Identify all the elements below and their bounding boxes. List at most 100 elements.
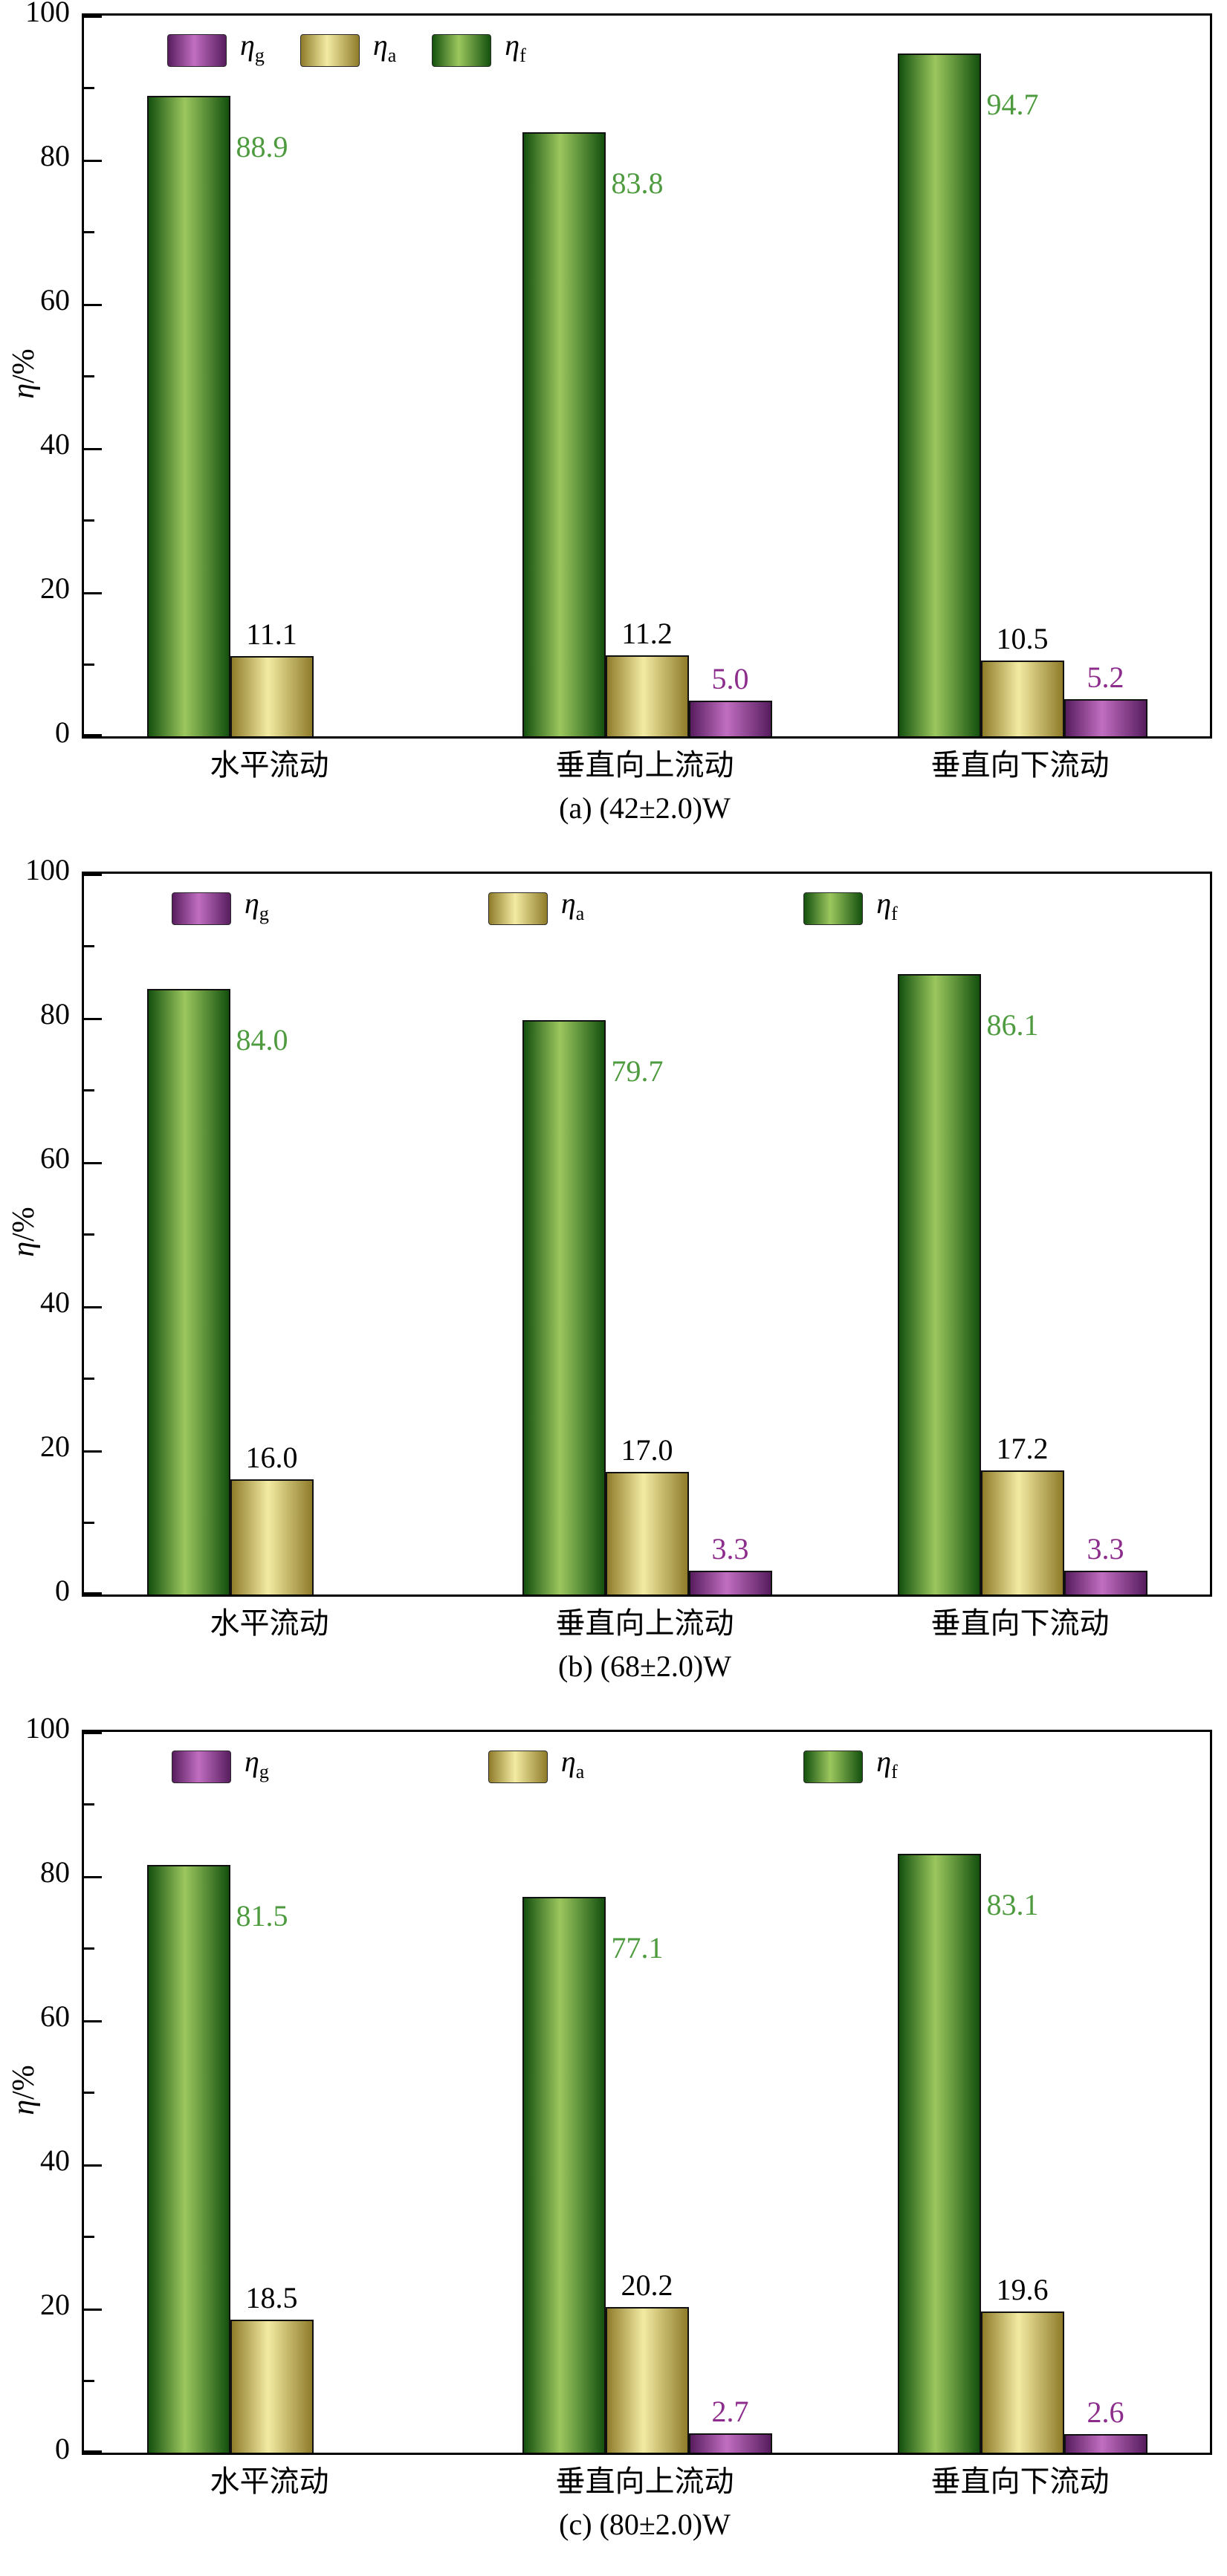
chart-subtitle: (a) (42±2.0)W (559, 791, 731, 825)
bar-eta_g (688, 700, 772, 736)
legend: ηg ηa ηf (172, 887, 898, 930)
value-label-eta_g: 2.7 (711, 2394, 749, 2428)
y-major-tick (84, 448, 102, 450)
y-major-tick (84, 874, 102, 876)
bar-eta_a (230, 1479, 314, 1594)
value-label-eta_f: 88.9 (236, 129, 288, 163)
legend-swatch-eta_f (803, 1751, 864, 1783)
y-tick-label: 20 (40, 2288, 70, 2321)
y-major-tick (84, 2020, 102, 2022)
value-label-eta_g: 2.6 (1087, 2395, 1124, 2429)
y-major-tick (84, 734, 102, 736)
value-label-eta_f: 77.1 (611, 1931, 664, 1965)
value-label-eta_f: 86.1 (986, 1008, 1039, 1042)
y-tick-label: 40 (40, 427, 70, 461)
y-tick-label: 80 (40, 139, 70, 172)
plot-area: ηg ηa ηf 81.5 18.5 77.1 20.2 2.7 83.1 19.6 2.6 (82, 1730, 1212, 2455)
bar-chart-b: ηg ηa ηf 84.0 16.0 79.7 17.0 3.3 86.1 17.2 3.3 0 20 4… (0, 853, 1227, 1716)
bar-eta_g (1063, 2433, 1147, 2453)
bar-eta_f (146, 989, 230, 1594)
legend-swatch-eta_g (172, 892, 231, 925)
y-major-tick (84, 304, 102, 306)
y-major-tick (84, 2309, 102, 2311)
value-label-eta_f: 94.7 (986, 88, 1039, 122)
value-label-eta_a: 17.2 (996, 1432, 1049, 1466)
bar-eta_g (688, 1571, 772, 1594)
y-minor-tick (84, 1803, 94, 1806)
y-minor-tick (84, 1233, 94, 1236)
bar-eta_a (605, 655, 689, 736)
y-major-tick (84, 1592, 102, 1594)
legend-label-eta_a: ηa (560, 1745, 585, 1783)
bar-eta_g (1063, 1571, 1147, 1594)
y-major-tick (84, 592, 102, 594)
legend-swatch-eta_a (300, 34, 360, 67)
y-tick-label: 20 (40, 1430, 70, 1463)
category-label: 水平流动 (210, 748, 329, 782)
legend-label-eta_f: ηf (876, 1745, 898, 1783)
y-tick-label: 60 (40, 1999, 70, 2033)
y-major-tick (84, 1450, 102, 1453)
bar-chart-c: ηg ηa ηf 81.5 18.5 77.1 20.2 2.7 83.1 19.6 2.6 0 20 4… (0, 1711, 1227, 2575)
legend-label-eta_a: ηa (560, 886, 585, 925)
bar-eta_g (1063, 698, 1147, 736)
y-tick-label: 0 (55, 1574, 70, 1607)
legend-label-eta_a: ηa (372, 28, 397, 67)
y-minor-tick (84, 374, 94, 377)
value-label-eta_a: 18.5 (245, 2280, 298, 2314)
bar-eta_a (605, 2307, 689, 2453)
value-label-eta_g: 5.2 (1087, 660, 1124, 694)
legend-item-eta_g: ηg (167, 29, 265, 72)
legend-label-eta_g: ηg (245, 1745, 269, 1783)
value-label-eta_a: 16.0 (245, 1440, 298, 1474)
y-tick-label: 100 (25, 1711, 70, 1745)
value-label-eta_f: 83.1 (986, 1887, 1039, 1921)
bar-eta_f (146, 1865, 230, 2453)
y-major-tick (84, 1162, 102, 1164)
value-label-eta_a: 19.6 (996, 2272, 1049, 2306)
value-label-eta_a: 11.1 (246, 617, 297, 652)
plot-area: ηg ηa ηf 88.9 11.1 83.8 11.2 5.0 94.7 10.5 5.2 (82, 13, 1212, 739)
bar-eta_f (522, 1019, 606, 1594)
chart-subtitle: (b) (68±2.0)W (558, 1649, 731, 1683)
value-label-eta_f: 79.7 (611, 1054, 664, 1088)
y-minor-tick (84, 1947, 94, 1950)
bar-eta_f (146, 95, 230, 736)
bar-eta_a (230, 2319, 314, 2453)
y-minor-tick (84, 2091, 94, 2094)
y-minor-tick (84, 2235, 94, 2238)
y-major-tick (84, 1876, 102, 1878)
value-label-eta_g: 3.3 (711, 1532, 749, 1566)
bar-eta_f (522, 1897, 606, 2453)
category-label: 垂直向下流动 (930, 2465, 1110, 2498)
y-axis-label: η/% (7, 1207, 41, 1257)
y-minor-tick (84, 519, 94, 522)
legend-label-eta_g: ηg (240, 28, 265, 67)
y-tick-label: 100 (25, 853, 70, 886)
bar-eta_f (897, 53, 981, 736)
value-label-eta_f: 81.5 (236, 1899, 288, 1933)
y-major-tick (84, 1732, 102, 1734)
legend-item-eta_g: ηg (172, 1745, 269, 1788)
y-tick-label: 80 (40, 997, 70, 1031)
legend-item-eta_f: ηf (432, 29, 526, 72)
y-tick-label: 20 (40, 571, 70, 605)
legend-label-eta_f: ηf (505, 28, 526, 67)
legend-label-eta_g: ηg (245, 886, 269, 925)
legend-label-eta_f: ηf (876, 886, 898, 925)
category-label: 垂直向上流动 (555, 748, 734, 782)
y-minor-tick (84, 86, 94, 89)
category-label: 垂直向上流动 (555, 1606, 734, 1640)
legend-swatch-eta_a (488, 892, 548, 925)
legend-item-eta_a: ηa (488, 887, 584, 930)
y-minor-tick (84, 230, 94, 233)
category-label: 垂直向上流动 (555, 2465, 734, 2498)
category-label: 垂直向下流动 (930, 1606, 1110, 1640)
y-major-tick (84, 2450, 102, 2453)
bar-chart-a: ηg ηa ηf 88.9 11.1 83.8 11.2 5.0 94.7 10.5 5.2 0 20 4… (0, 0, 1227, 858)
y-tick-label: 100 (25, 0, 70, 28)
y-minor-tick (84, 1521, 94, 1524)
legend-item-eta_f: ηf (803, 1745, 898, 1788)
value-label-eta_a: 17.0 (621, 1433, 673, 1467)
